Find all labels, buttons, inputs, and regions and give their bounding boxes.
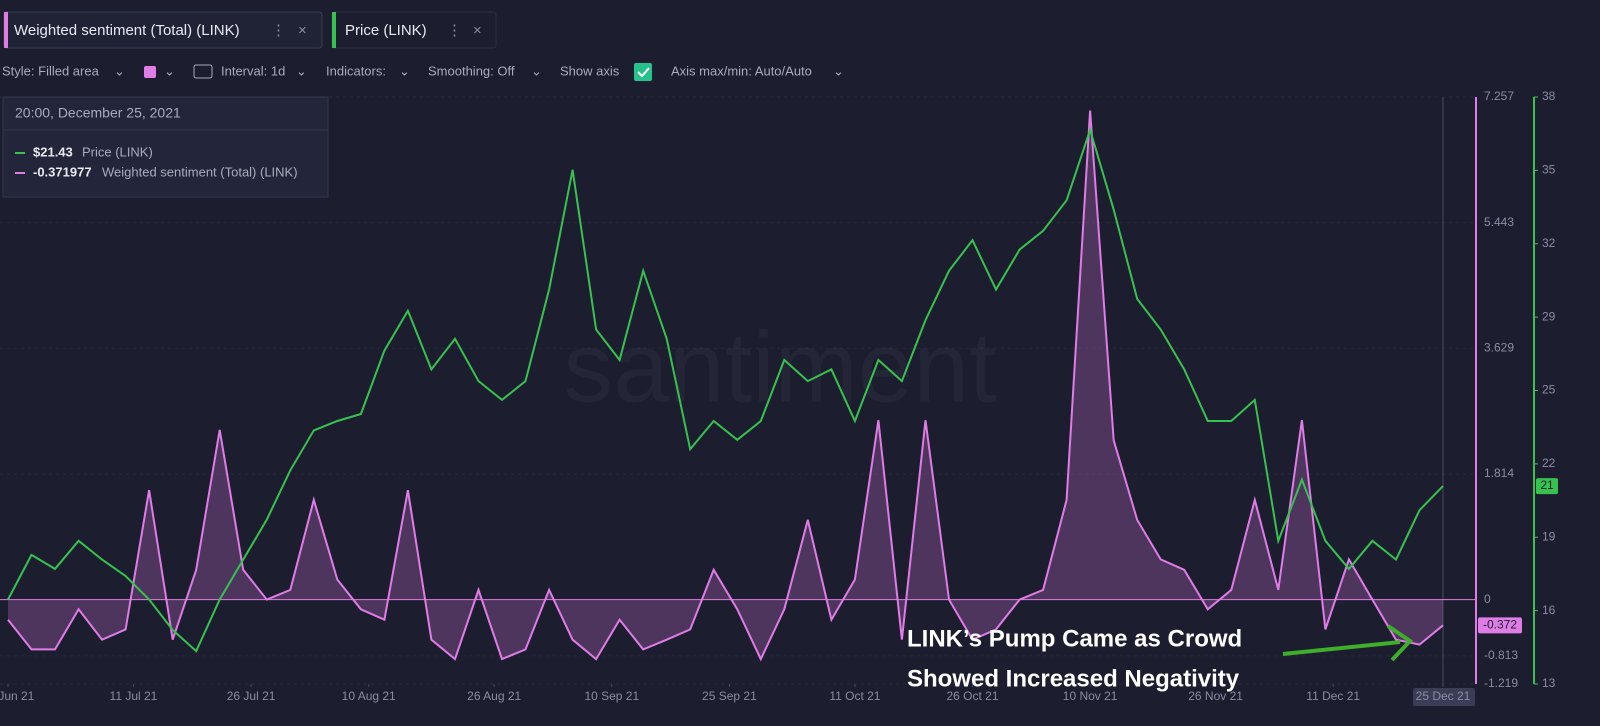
style-select[interactable]: Style: Filled area xyxy=(2,63,100,78)
x-tick-label: 25 Dec 21 xyxy=(1416,689,1471,703)
y2-tick-label: 29 xyxy=(1542,309,1556,323)
x-tick-label: 25 Jun 21 xyxy=(0,689,35,703)
x-tick-label: 10 Nov 21 xyxy=(1063,689,1118,703)
last-value-label: -0.372 xyxy=(1483,618,1517,632)
tab-label: Weighted sentiment (Total) (LINK) xyxy=(14,22,240,39)
tooltip-value: $21.43 xyxy=(33,144,73,159)
interval-icon xyxy=(193,64,213,79)
plot: santiment7.2575.4433.6291.8140-0.813-1.2… xyxy=(0,89,1558,706)
x-tick-label: 26 Nov 21 xyxy=(1188,689,1243,703)
indicators-select[interactable]: Indicators: xyxy=(326,63,386,78)
show-axis-checkbox[interactable] xyxy=(634,63,652,81)
tab-color xyxy=(4,12,8,48)
x-tick-label: 11 Oct 21 xyxy=(829,689,880,703)
interval-select[interactable]: Interval: 1d xyxy=(221,63,285,78)
last-value-badge xyxy=(1536,478,1558,495)
chevron: ⌄ xyxy=(833,63,844,78)
last-value-label: 21 xyxy=(1540,478,1554,492)
annotation-arrowhead xyxy=(1386,624,1414,662)
tooltip-title: 20:00, December 25, 2021 xyxy=(15,105,181,121)
tab-close[interactable]: × xyxy=(298,22,307,39)
tab-menu[interactable]: ⋮ xyxy=(271,22,286,39)
x-tick-label: 11 Jul 21 xyxy=(110,689,158,703)
chevron: ⌄ xyxy=(114,63,125,78)
tab-color xyxy=(332,12,336,48)
y-tick-label: -0.813 xyxy=(1484,648,1518,662)
y2-tick-label: 32 xyxy=(1542,236,1556,250)
area-line xyxy=(7,110,1444,662)
tooltip-series: Weighted sentiment (Total) (LINK) xyxy=(102,164,298,179)
tooltip-value: -0.371977 xyxy=(33,164,92,179)
tab-label: Price (LINK) xyxy=(345,22,427,39)
y2-tick-label: 13 xyxy=(1542,676,1556,690)
area-fill xyxy=(8,110,1443,660)
x-tick-label: 10 Aug 21 xyxy=(342,689,396,703)
tooltip xyxy=(2,96,329,198)
y-tick-label: 1.814 xyxy=(1484,466,1514,480)
chevron: ⌄ xyxy=(399,63,410,78)
cursor-label-bg xyxy=(1413,688,1475,706)
x-tick-label: 26 Oct 21 xyxy=(946,689,998,703)
chevron: ⌄ xyxy=(531,63,542,78)
x-tick-label: 11 Dec 21 xyxy=(1306,689,1360,703)
y2-tick-label: 19 xyxy=(1542,529,1556,543)
x-tick-label: 26 Jul 21 xyxy=(227,689,276,703)
annotation: Showed Increased Negativity xyxy=(907,665,1240,692)
color-picker[interactable] xyxy=(144,66,156,78)
y-tick-label: -1.219 xyxy=(1484,676,1518,690)
show-axis-label: Show axis xyxy=(560,63,620,78)
y-tick-label: 5.443 xyxy=(1484,215,1514,229)
y2-tick-label: 25 xyxy=(1542,383,1556,397)
checkmark xyxy=(637,67,650,78)
tab-close[interactable]: × xyxy=(473,22,482,39)
x-tick-label: 25 Sep 21 xyxy=(702,689,757,703)
last-value-badge xyxy=(1478,617,1522,634)
chevron: ⌄ xyxy=(164,63,175,78)
chevron: ⌄ xyxy=(296,63,307,78)
y2-tick-label: 35 xyxy=(1542,163,1556,177)
y-tick-label: 3.629 xyxy=(1484,340,1514,354)
annotation-arrow xyxy=(1282,640,1401,656)
price-line xyxy=(7,126,1444,653)
x-tick-label: 26 Aug 21 xyxy=(467,689,521,703)
x-tick-label: 10 Sep 21 xyxy=(584,689,639,703)
annotation: LINK’s Pump Came as Crowd xyxy=(907,625,1242,652)
y-tick-label: 0 xyxy=(1484,592,1491,606)
y2-tick-label: 38 xyxy=(1542,89,1556,103)
smoothing-select[interactable]: Smoothing: Off xyxy=(428,63,515,78)
y-tick-label: 7.257 xyxy=(1484,89,1514,103)
y2-tick-label: 16 xyxy=(1542,603,1556,617)
y2-tick-label: 22 xyxy=(1542,456,1556,470)
tooltip-series: Price (LINK) xyxy=(82,144,153,159)
tab-menu[interactable]: ⋮ xyxy=(447,22,462,39)
axis-select[interactable]: Axis max/min: Auto/Auto xyxy=(671,63,812,78)
